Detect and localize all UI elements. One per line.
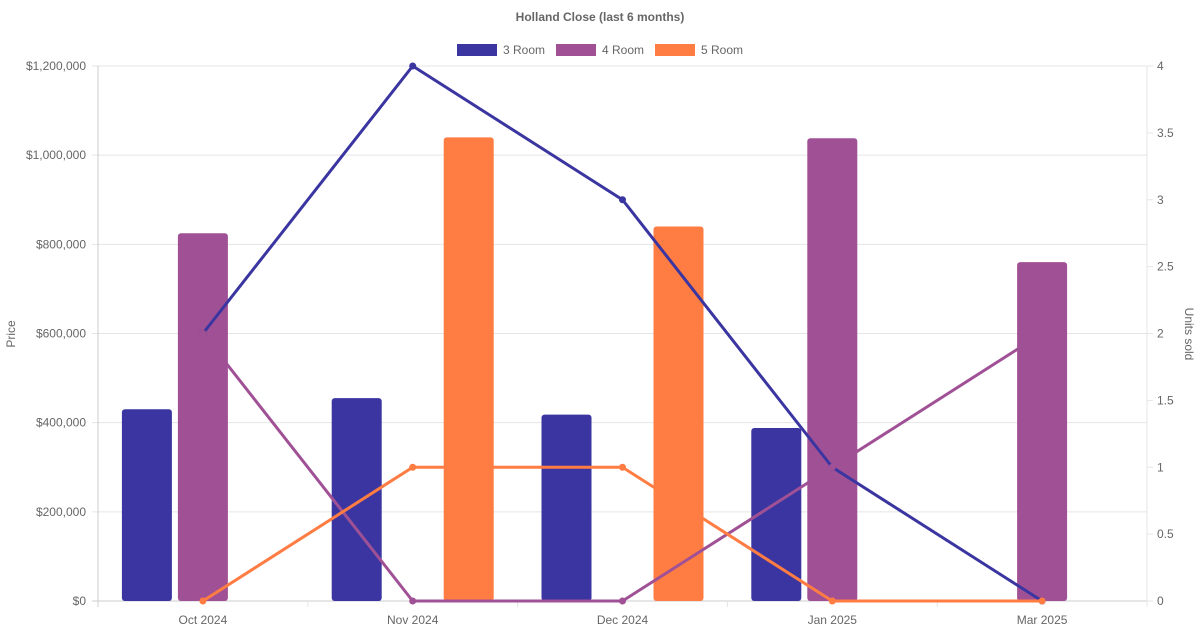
line-5-room [202,465,1043,603]
y-tick-label: $800,000 [36,237,86,251]
y2-axis-label: Units sold [1182,308,1196,361]
y2-tick-label: 2 [1157,327,1164,341]
bar-3-room [121,409,172,601]
legend-swatch [556,44,596,56]
y2-tick-label: 1.5 [1157,393,1174,407]
point-5-room [1038,597,1046,605]
grid [92,65,1153,607]
y-tick-label: $1,000,000 [26,148,86,162]
bar-4-room [807,138,858,601]
y-tick-label: $200,000 [36,505,86,519]
y-tick-label: $600,000 [36,327,86,341]
legend-swatch [655,44,695,56]
x-tick-label: Mar 2025 [1017,613,1068,627]
y-tick-label: $0 [73,594,87,608]
x-tick-label: Oct 2024 [179,613,228,627]
point-5-room [619,463,626,471]
bars [121,137,1068,602]
legend-label: 5 Room [701,43,743,57]
legend: 3 Room 4 Room 5 Room [457,43,743,57]
point-3-room [619,196,626,204]
y2-tick-label: 3.5 [1157,126,1174,140]
y2-tick-label: 1 [1157,460,1164,474]
chart-title: Holland Close (last 6 months) [516,10,685,24]
y-tick-label: $400,000 [36,416,86,430]
lines [199,62,1046,605]
x-tick-label: Nov 2024 [387,613,439,627]
y2-tick-label: 4 [1157,59,1164,73]
x-tick-label: Dec 2024 [597,613,649,627]
bar-5-room [443,137,494,602]
axes: $0 $200,000 $400,000 $600,000 $800,000 $1,000… [26,59,1174,627]
y2-tick-label: 3 [1157,193,1164,207]
point-5-room [409,463,417,471]
legend-label: 3 Room [503,43,545,57]
bar-4-room [177,233,228,601]
point-4-room [409,597,417,605]
y-tick-label: $1,200,000 [26,59,86,73]
point-4-room [1038,330,1046,337]
legend-label: 4 Room [602,43,644,57]
point-4-room [619,597,626,605]
y-axis-label: Price [4,320,18,348]
point-4-room [199,330,207,337]
point-3-room [409,62,417,70]
point-4-room [828,463,836,471]
y2-tick-label: 2.5 [1157,260,1174,274]
legend-swatch [457,44,497,56]
bar-5-room [653,226,704,601]
bar-3-room [541,414,592,601]
y2-tick-label: 0 [1157,594,1164,608]
bar-3-room [331,398,382,601]
bar-4-room [1017,262,1068,601]
point-5-room [828,597,836,605]
point-5-room [199,597,207,605]
y2-tick-label: 0.5 [1157,527,1174,541]
x-tick-label: Jan 2025 [808,613,858,627]
